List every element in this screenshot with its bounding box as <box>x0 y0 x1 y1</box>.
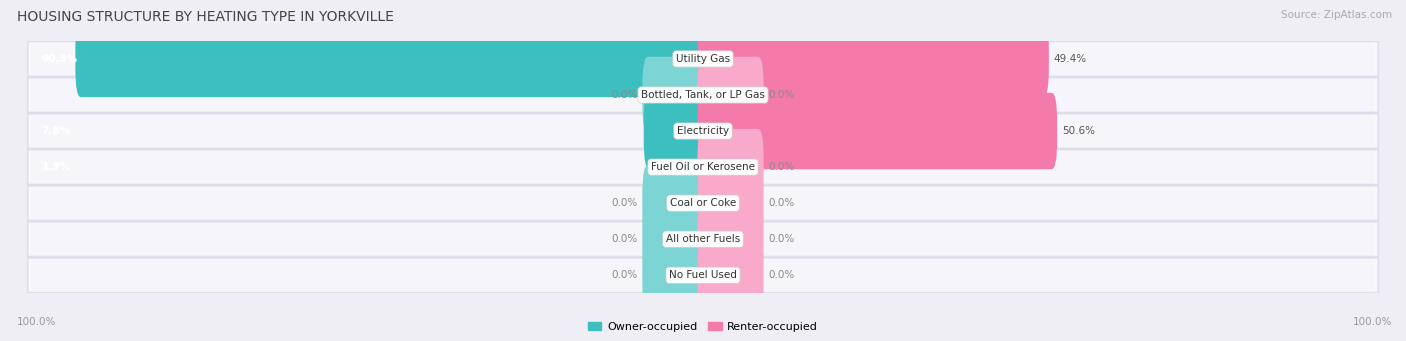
FancyBboxPatch shape <box>697 165 763 241</box>
FancyBboxPatch shape <box>28 150 1378 184</box>
FancyBboxPatch shape <box>28 114 1378 148</box>
FancyBboxPatch shape <box>643 165 709 241</box>
FancyBboxPatch shape <box>697 21 1049 97</box>
FancyBboxPatch shape <box>28 258 1378 293</box>
FancyBboxPatch shape <box>28 222 1378 256</box>
FancyBboxPatch shape <box>697 237 763 313</box>
Text: All other Fuels: All other Fuels <box>666 234 740 244</box>
FancyBboxPatch shape <box>31 43 1375 75</box>
Text: 100.0%: 100.0% <box>1353 317 1392 327</box>
Text: Source: ZipAtlas.com: Source: ZipAtlas.com <box>1281 10 1392 20</box>
Text: 0.0%: 0.0% <box>769 198 794 208</box>
Text: 0.0%: 0.0% <box>612 90 637 100</box>
FancyBboxPatch shape <box>31 79 1375 111</box>
Text: 7.8%: 7.8% <box>42 126 70 136</box>
FancyBboxPatch shape <box>643 57 709 133</box>
FancyBboxPatch shape <box>31 115 1375 147</box>
FancyBboxPatch shape <box>697 57 763 133</box>
Text: 50.6%: 50.6% <box>1062 126 1095 136</box>
Text: No Fuel Used: No Fuel Used <box>669 270 737 280</box>
FancyBboxPatch shape <box>685 129 709 205</box>
Text: 0.0%: 0.0% <box>769 234 794 244</box>
Text: 0.0%: 0.0% <box>612 198 637 208</box>
FancyBboxPatch shape <box>644 93 709 169</box>
Text: 90.3%: 90.3% <box>42 54 77 64</box>
Text: 1.9%: 1.9% <box>42 162 70 172</box>
FancyBboxPatch shape <box>28 186 1378 220</box>
Text: 0.0%: 0.0% <box>612 270 637 280</box>
FancyBboxPatch shape <box>28 42 1378 76</box>
Text: Electricity: Electricity <box>676 126 730 136</box>
Text: Coal or Coke: Coal or Coke <box>669 198 737 208</box>
Text: Utility Gas: Utility Gas <box>676 54 730 64</box>
Text: HOUSING STRUCTURE BY HEATING TYPE IN YORKVILLE: HOUSING STRUCTURE BY HEATING TYPE IN YOR… <box>17 10 394 24</box>
Text: Bottled, Tank, or LP Gas: Bottled, Tank, or LP Gas <box>641 90 765 100</box>
Text: 0.0%: 0.0% <box>769 270 794 280</box>
FancyBboxPatch shape <box>31 187 1375 219</box>
FancyBboxPatch shape <box>643 201 709 277</box>
Text: 100.0%: 100.0% <box>17 317 56 327</box>
Text: 49.4%: 49.4% <box>1053 54 1087 64</box>
Text: Fuel Oil or Kerosene: Fuel Oil or Kerosene <box>651 162 755 172</box>
Text: 0.0%: 0.0% <box>612 234 637 244</box>
Text: 0.0%: 0.0% <box>769 90 794 100</box>
FancyBboxPatch shape <box>31 151 1375 183</box>
FancyBboxPatch shape <box>28 78 1378 112</box>
FancyBboxPatch shape <box>643 237 709 313</box>
FancyBboxPatch shape <box>76 21 709 97</box>
FancyBboxPatch shape <box>697 93 1057 169</box>
FancyBboxPatch shape <box>697 201 763 277</box>
FancyBboxPatch shape <box>31 260 1375 291</box>
Text: 0.0%: 0.0% <box>769 162 794 172</box>
FancyBboxPatch shape <box>697 129 763 205</box>
FancyBboxPatch shape <box>31 223 1375 255</box>
Legend: Owner-occupied, Renter-occupied: Owner-occupied, Renter-occupied <box>588 322 818 332</box>
